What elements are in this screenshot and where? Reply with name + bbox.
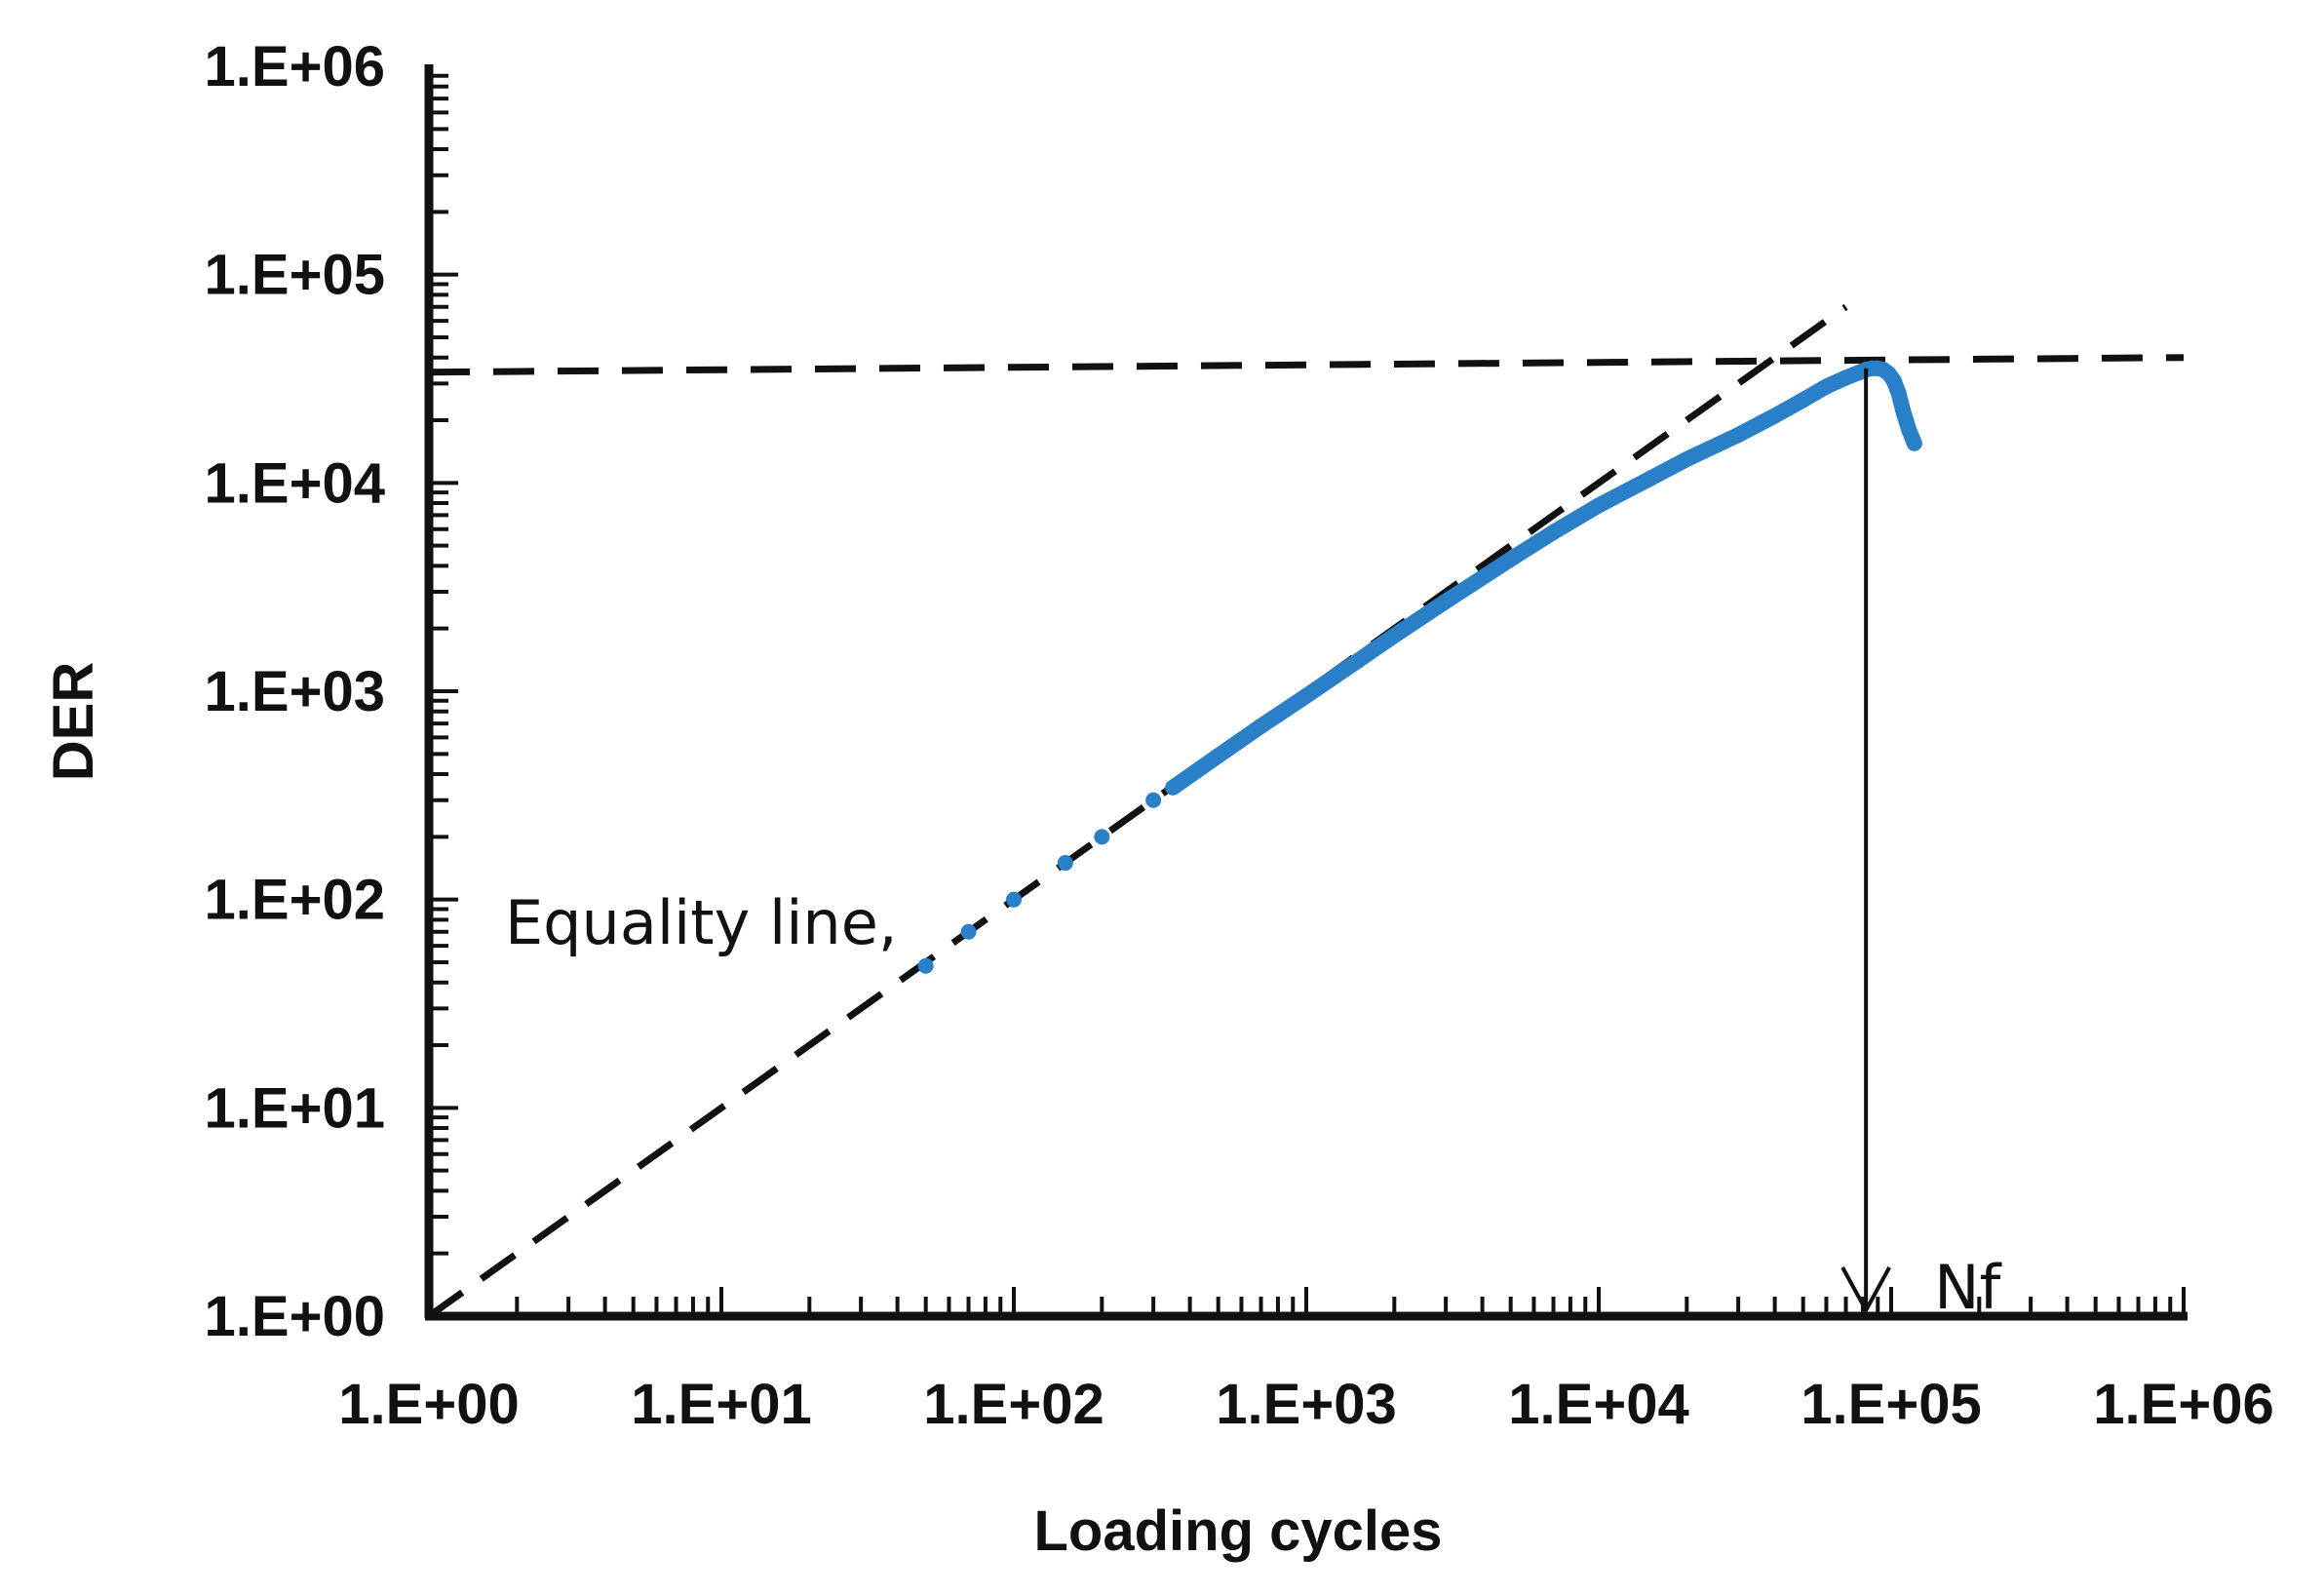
y-tick-label: 1.E+02 — [205, 869, 385, 932]
data-point — [1895, 404, 1912, 420]
data-point — [1438, 593, 1454, 609]
y-tick-label: 1.E+03 — [205, 660, 385, 723]
data-point — [1165, 779, 1181, 796]
x-tick-label: 1.E+06 — [2093, 1373, 2273, 1436]
data-point — [1253, 718, 1269, 734]
data-point — [1591, 497, 1607, 514]
y-tick-label: 1.E+01 — [205, 1076, 385, 1140]
x-tick-label: 1.E+03 — [1216, 1373, 1396, 1436]
y-tick-label: 1.E+00 — [205, 1285, 385, 1348]
y-tick-label: 1.E+05 — [205, 244, 385, 307]
data-point — [1642, 470, 1658, 486]
horizontal-reference-line — [428, 354, 2185, 376]
data-point — [1795, 392, 1811, 408]
x-tick-label: 1.E+02 — [923, 1373, 1104, 1436]
x-tick-label: 1.E+04 — [1508, 1373, 1688, 1436]
data-point — [1818, 378, 1835, 395]
data-point — [1386, 627, 1403, 643]
y-axis-title: DER — [42, 662, 105, 781]
data-point — [1901, 421, 1917, 438]
data-point — [1730, 427, 1747, 444]
data-point — [1210, 748, 1226, 764]
data-point — [1502, 551, 1519, 567]
data-point — [1838, 370, 1854, 386]
equality-line-label: Equality line, — [505, 887, 898, 958]
data-point — [1145, 792, 1162, 808]
data-point — [1679, 450, 1695, 467]
data-point — [917, 957, 934, 974]
data-point — [1057, 855, 1073, 872]
data-point — [1766, 408, 1783, 424]
data-series — [917, 360, 1922, 974]
tick-labels: 1.E+00 1.E+01 1.E+02 1.E+03 1.E+04 1.E+05 1.E+… — [205, 35, 2274, 1436]
nf-label: Nf — [1934, 1252, 2002, 1323]
data-point — [960, 923, 977, 940]
x-tick-label: 1.E+00 — [338, 1373, 519, 1436]
data-point — [1906, 435, 1922, 451]
data-point — [1006, 891, 1022, 908]
reference-lines — [426, 303, 2185, 1319]
x-axis-title: Loading cycles — [1033, 1499, 1442, 1563]
x-tick-label: 1.E+05 — [1801, 1373, 1981, 1436]
nf-arrow-head — [1840, 1266, 1891, 1315]
y-tick-label: 1.E+04 — [205, 451, 385, 515]
data-point — [1545, 524, 1562, 540]
data-point — [1094, 829, 1110, 845]
data-point — [1885, 372, 1902, 389]
y-tick-label: 1.E+06 — [205, 35, 385, 98]
x-tick-label: 1.E+01 — [631, 1373, 811, 1436]
equality-line — [426, 303, 1848, 1319]
series-line — [1165, 360, 1922, 796]
data-point — [1349, 652, 1366, 669]
axes — [424, 64, 2188, 1321]
data-point — [1890, 385, 1907, 402]
data-point — [1298, 687, 1314, 704]
annotations: Equality line, Nf — [505, 368, 2003, 1323]
